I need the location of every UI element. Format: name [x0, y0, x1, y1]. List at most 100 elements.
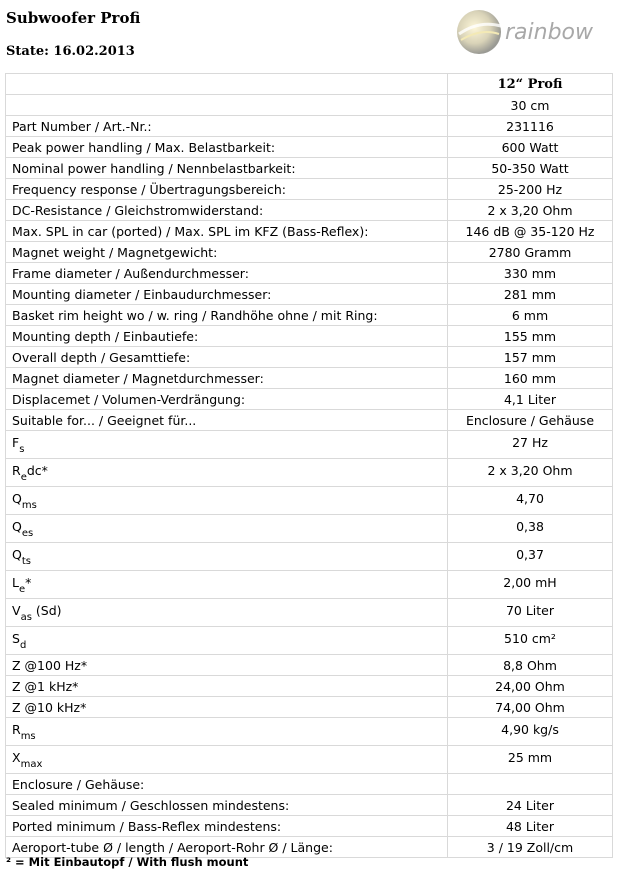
table-row: Sealed minimum / Geschlossen mindestens:… — [5, 794, 613, 816]
spec-label: Rms — [5, 717, 448, 746]
table-row: 30 cm — [5, 94, 613, 116]
spec-value: 2 x 3,20 Ohm — [447, 458, 613, 487]
spec-value: 4,90 kg/s — [447, 717, 613, 746]
spec-label: Max. SPL in car (ported) / Max. SPL im K… — [5, 220, 448, 242]
spec-value: 157 mm — [447, 346, 613, 368]
table-row: Z @100 Hz* 8,8 Ohm — [5, 654, 613, 676]
symbol: Q — [12, 547, 22, 562]
spec-value: 160 mm — [447, 367, 613, 389]
spec-label: DC-Resistance / Gleichstromwiderstand: — [5, 199, 448, 221]
symbol: Q — [12, 491, 22, 506]
subscript: e — [20, 472, 27, 483]
symbol: R — [12, 722, 21, 737]
table-row: Mounting diameter / Einbaudurchmesser: 28… — [5, 283, 613, 305]
rainbow-logo: rainbow — [457, 10, 594, 54]
table-row: Magnet weight / Magnetgewicht: 2780 Gramm — [5, 241, 613, 263]
subscript: ms — [21, 500, 37, 511]
table-row: Sd 510 cm² — [5, 626, 613, 655]
spec-label: Suitable for... / Geeignet für... — [5, 409, 448, 431]
table-row: Max. SPL in car (ported) / Max. SPL im K… — [5, 220, 613, 242]
spec-label: Nominal power handling / Nennbelastbarke… — [5, 157, 448, 179]
table-row: Overall depth / Gesamttiefe: 157 mm — [5, 346, 613, 368]
table-row: Xmax 25 mm — [5, 745, 613, 774]
table-row: Magnet diameter / Magnetdurchmesser: 160 … — [5, 367, 613, 389]
table-row: Enclosure / Gehäuse: — [5, 773, 613, 795]
spec-label: Frame diameter / Außendurchmesser: — [5, 262, 448, 284]
subscript: as — [20, 612, 32, 623]
subscript: max — [20, 759, 43, 770]
spec-label: Vas (Sd) — [5, 598, 448, 627]
table-row: DC-Resistance / Gleichstromwiderstand: 2 … — [5, 199, 613, 221]
spec-value: 6 mm — [447, 304, 613, 326]
table-row: Rms 4,90 kg/s — [5, 717, 613, 746]
spec-label: Peak power handling / Max. Belastbarkeit… — [5, 136, 448, 158]
table-row: Ported minimum / Bass-Reflex mindestens:… — [5, 815, 613, 837]
spec-value: 24 Liter — [447, 794, 613, 816]
spec-value: Enclosure / Gehäuse — [447, 409, 613, 431]
symbol: F — [12, 435, 20, 450]
symbol: R — [12, 463, 21, 478]
table-row: Qts 0,37 — [5, 542, 613, 571]
table-row: Peak power handling / Max. Belastbarkeit… — [5, 136, 613, 158]
table-row: Suitable for... / Geeignet für... Enclosu… — [5, 409, 613, 431]
table-row: Le* 2,00 mH — [5, 570, 613, 599]
spec-label: Qms — [5, 486, 448, 515]
spec-table: 12“ Profi 30 cm Part Number / Art.-Nr.: 23… — [5, 73, 613, 858]
spec-value: 281 mm — [447, 283, 613, 305]
table-row: Frequency response / Übertragungsbereich… — [5, 178, 613, 200]
spec-value: 155 mm — [447, 325, 613, 347]
spec-value: 8,8 Ohm — [447, 654, 613, 676]
spec-value: 30 cm — [447, 94, 613, 116]
spec-label: Ported minimum / Bass-Reflex mindestens: — [5, 815, 448, 837]
spec-label — [5, 94, 448, 116]
spec-label: Mounting diameter / Einbaudurchmesser: — [5, 283, 448, 305]
spec-label: Xmax — [5, 745, 448, 774]
svg-text:rainbow: rainbow — [505, 20, 594, 45]
spec-value: 2780 Gramm — [447, 241, 613, 263]
spec-label: Fs — [5, 430, 448, 459]
spec-value: 231116 — [447, 115, 613, 137]
spec-label: Magnet diameter / Magnetdurchmesser: — [5, 367, 448, 389]
symbol: X — [12, 750, 21, 765]
spec-label: Qts — [5, 542, 448, 571]
spec-label: Z @10 kHz* — [5, 696, 448, 718]
suffix: (Sd) — [31, 603, 62, 618]
table-row: Qes 0,38 — [5, 514, 613, 543]
table-row: Frame diameter / Außendurchmesser: 330 mm — [5, 262, 613, 284]
spec-value — [447, 773, 613, 795]
subscript: ts — [21, 556, 31, 567]
spec-label: Sealed minimum / Geschlossen mindestens: — [5, 794, 448, 816]
spec-value: 4,70 — [447, 486, 613, 515]
subscript: s — [19, 444, 25, 455]
spec-label: Displacemet / Volumen-Verdrängung: — [5, 388, 448, 410]
symbol: L — [12, 575, 19, 590]
table-row: Vas (Sd) 70 Liter — [5, 598, 613, 627]
subscript: ms — [20, 731, 36, 742]
subscript: d — [19, 640, 27, 651]
table-row: Displacemet / Volumen-Verdrängung: 4,1 Li… — [5, 388, 613, 410]
spec-label: Frequency response / Übertragungsbereich… — [5, 178, 448, 200]
table-row: Basket rim height wo / w. ring / Randhöh… — [5, 304, 613, 326]
spec-label: Enclosure / Gehäuse: — [5, 773, 448, 795]
page-title: Subwoofer Profi — [6, 9, 141, 27]
spec-value: 0,38 — [447, 514, 613, 543]
spec-value: 50-350 Watt — [447, 157, 613, 179]
table-header-row: 12“ Profi — [5, 73, 613, 95]
symbol: S — [12, 631, 20, 646]
spec-value: 2,00 mH — [447, 570, 613, 599]
spec-value: 27 Hz — [447, 430, 613, 459]
spec-label: Le* — [5, 570, 448, 599]
spec-label: Basket rim height wo / w. ring / Randhöh… — [5, 304, 448, 326]
spec-label: Part Number / Art.-Nr.: — [5, 115, 448, 137]
symbol: V — [12, 603, 21, 618]
spec-value: 48 Liter — [447, 815, 613, 837]
spec-label: Magnet weight / Magnetgewicht: — [5, 241, 448, 263]
spec-value: 3 / 19 Zoll/cm — [447, 836, 613, 858]
spec-value: 74,00 Ohm — [447, 696, 613, 718]
spec-label: Redc* — [5, 458, 448, 487]
spec-value: 146 dB @ 35-120 Hz — [447, 220, 613, 242]
spec-label: Z @1 kHz* — [5, 675, 448, 697]
suffix: dc* — [26, 463, 48, 478]
header-label-cell — [5, 73, 448, 95]
spec-value: 0,37 — [447, 542, 613, 571]
